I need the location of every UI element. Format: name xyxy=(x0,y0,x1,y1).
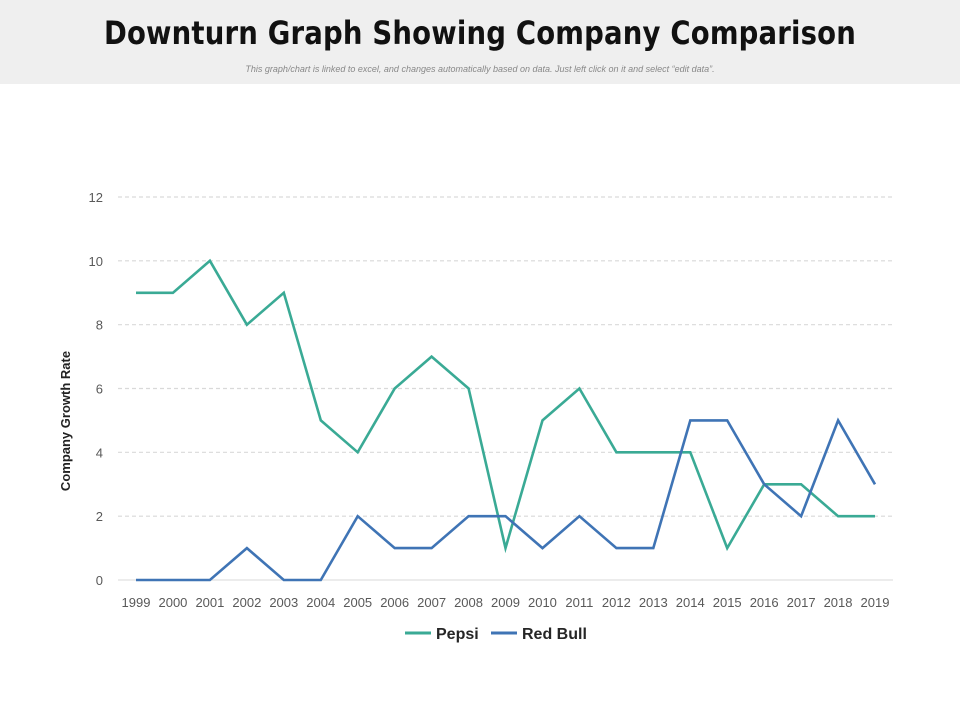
x-tick-label: 2013 xyxy=(639,595,668,610)
x-tick-label: 2003 xyxy=(269,595,298,610)
x-tick-label: 2019 xyxy=(861,595,890,610)
y-tick-label: 2 xyxy=(96,509,103,524)
y-tick-label: 8 xyxy=(96,318,103,333)
y-tick-label: 10 xyxy=(89,254,103,269)
x-tick-label: 2008 xyxy=(454,595,483,610)
x-tick-label: 2017 xyxy=(787,595,816,610)
legend: Pepsi Red Bull xyxy=(405,626,587,643)
y-tick-label: 6 xyxy=(96,382,103,397)
x-tick-label: 2001 xyxy=(195,595,224,610)
series-line-pepsi xyxy=(136,258,875,554)
x-tick-label: 2012 xyxy=(602,595,631,610)
y-tick-label: 0 xyxy=(96,573,103,588)
x-tick-label: 2011 xyxy=(565,595,593,610)
x-tick-label: 2015 xyxy=(713,595,742,610)
x-tick-label: 1999 xyxy=(122,595,151,610)
series-lines xyxy=(136,258,877,582)
page-title: Downturn Graph Showing Company Compariso… xyxy=(103,14,857,52)
x-tick-label: 2000 xyxy=(158,595,187,610)
x-tick-label: 2006 xyxy=(380,595,409,610)
page-subtitle: This graph/chart is linked to excel, and… xyxy=(245,64,715,74)
x-tick-label: 2004 xyxy=(306,595,335,610)
x-tick-label: 2009 xyxy=(491,595,520,610)
header-band xyxy=(0,0,960,84)
legend-label-pepsi: Pepsi xyxy=(436,626,479,643)
legend-label-red-bull: Red Bull xyxy=(522,626,587,643)
x-tick-label: 2010 xyxy=(528,595,557,610)
x-tick-label: 2007 xyxy=(417,595,446,610)
gridlines xyxy=(118,196,893,581)
x-tick-label: 2016 xyxy=(750,595,779,610)
x-tick-label: 2018 xyxy=(824,595,853,610)
y-axis-ticks: 0 2 4 6 8 10 12 xyxy=(89,190,103,588)
series-line-red-bull xyxy=(136,417,877,582)
y-tick-label: 4 xyxy=(96,445,103,460)
x-tick-label: 2002 xyxy=(232,595,261,610)
y-axis-title: Company Growth Rate xyxy=(58,351,73,491)
x-tick-label: 2005 xyxy=(343,595,372,610)
y-tick-label: 12 xyxy=(89,190,103,205)
x-axis-ticks: 1999 2000 2001 2002 2003 2004 2005 2006 2007 2008… xyxy=(122,595,890,610)
x-tick-label: 2014 xyxy=(676,595,705,610)
